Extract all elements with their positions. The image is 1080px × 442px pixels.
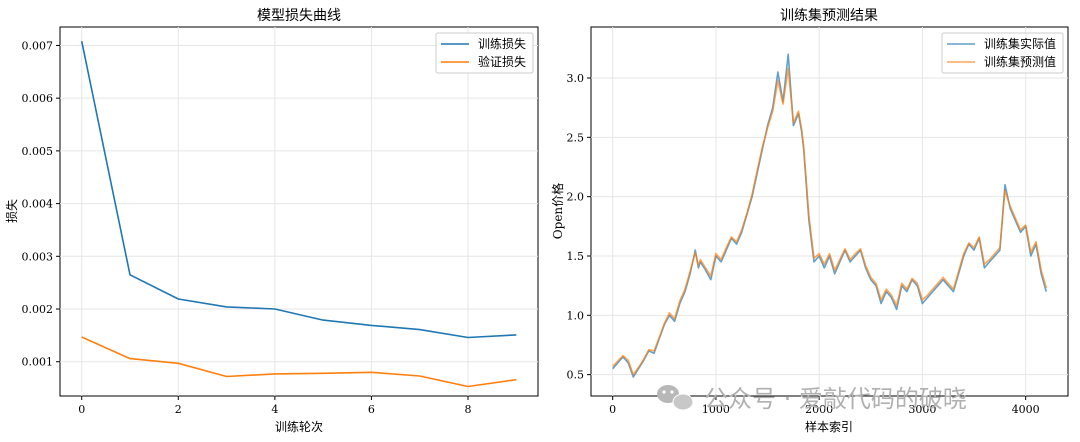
loss-chart-ticks: 0 2 4 6 8 0.001 0.002 0.003 0.004 0.005 0.006 0.007: [22, 39, 472, 416]
prediction-chart-xlabel: 样本索引: [805, 419, 853, 434]
legend-frame: [941, 32, 1064, 74]
prediction-chart-ticks: 0 1000 2000 3000 4000 0.5 1.0 1.5 2.0 2.5 3.0: [567, 72, 1040, 416]
series-line-2: [612, 67, 1048, 376]
x-tick-label: 4: [271, 403, 278, 416]
loss-chart-series: [80, 41, 517, 388]
y-tick-label: 3.0: [567, 72, 585, 85]
series-line-1: [80, 41, 517, 339]
watermark: 公众号 · 爱敲代码的破晓: [657, 385, 967, 413]
y-tick-label: 2.0: [567, 191, 585, 204]
x-tick-label: 3000: [908, 403, 936, 416]
x-tick-label: 0: [609, 403, 616, 416]
y-tick-label: 0.003: [22, 250, 54, 263]
x-tick-label: 8: [464, 403, 471, 416]
prediction-chart: 0 1000 2000 3000 4000 0.5 1.0 1.5 2.0 2.5 3.0 训练集预…: [550, 7, 1069, 434]
loss-chart-xlabel: 训练轮次: [275, 419, 323, 434]
loss-chart: 0 2 4 6 8 0.001 0.002 0.003 0.004 0.005 0.006 0.007…: [4, 8, 539, 434]
series-line-2: [81, 336, 517, 388]
prediction-chart-series: [612, 53, 1048, 378]
x-tick-label: 2000: [805, 403, 833, 416]
prediction-chart-axes: [590, 26, 1069, 397]
x-tick-label: 4000: [1012, 403, 1040, 416]
loss-chart-axes: [59, 26, 539, 397]
y-tick-label: 0.004: [22, 198, 54, 211]
wechat-icon: [657, 385, 694, 411]
legend-label: 验证损失: [478, 54, 526, 69]
watermark-text: 公众号 · 爱敲代码的破晓: [704, 385, 967, 413]
loss-chart-title: 模型损失曲线: [257, 8, 341, 24]
prediction-chart-title: 训练集预测结果: [780, 7, 878, 24]
prediction-chart-legend: 训练集实际值 训练集预测值: [941, 32, 1064, 74]
loss-chart-ylabel: 损失: [4, 199, 19, 223]
y-tick-label: 2.5: [567, 131, 585, 144]
legend-label: 训练集实际值: [984, 36, 1056, 51]
x-tick-label: 1000: [702, 403, 730, 416]
y-tick-label: 0.005: [22, 145, 54, 158]
loss-chart-legend: 训练损失 验证损失: [435, 32, 534, 74]
y-tick-label: 0.007: [22, 39, 54, 52]
y-tick-label: 0.001: [22, 356, 54, 369]
x-tick-label: 2: [175, 403, 182, 416]
y-tick-label: 0.002: [22, 303, 54, 316]
loss-chart-grid: [60, 27, 538, 396]
legend-frame: [435, 32, 534, 74]
prediction-chart-ylabel: Open价格: [550, 183, 565, 239]
x-tick-label: 6: [368, 403, 375, 416]
prediction-chart-grid: [591, 27, 1068, 396]
y-tick-label: 0.5: [567, 369, 585, 382]
y-tick-label: 1.5: [567, 250, 585, 263]
series-line-1: [612, 53, 1048, 378]
legend-label: 训练损失: [478, 36, 526, 51]
y-tick-label: 1.0: [567, 309, 585, 322]
legend-label: 训练集预测值: [984, 54, 1056, 69]
x-tick-label: 0: [78, 403, 85, 416]
y-tick-label: 0.006: [22, 92, 54, 105]
